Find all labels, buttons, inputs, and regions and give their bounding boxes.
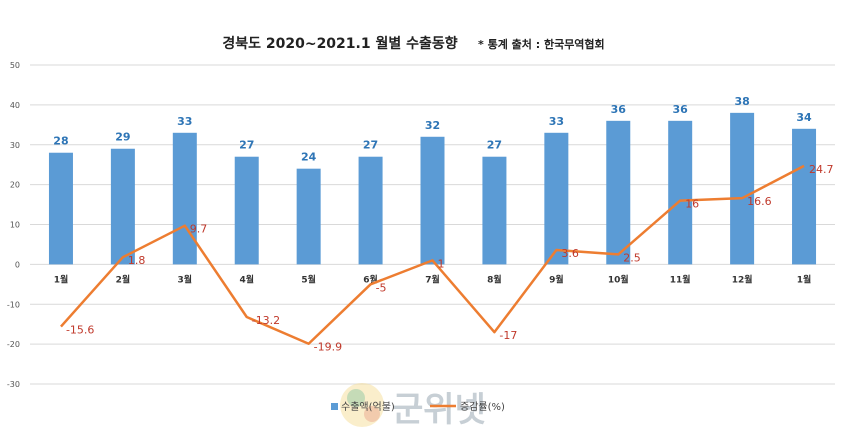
bar-value-label: 33: [177, 115, 192, 128]
x-tick-label: 11월: [670, 273, 691, 285]
bar: [544, 132, 569, 265]
line-value-label: 9.7: [190, 223, 208, 236]
bar: [606, 120, 631, 265]
line-labels: -15.6 1.8 9.7 -13.2 -19.9 -5 1 -17 3.6 2.5 16 16.6 2…: [66, 163, 834, 354]
y-tick-label: 30: [10, 141, 20, 150]
y-tick-label: -10: [7, 300, 20, 309]
bar-series: [48, 112, 817, 265]
bar-labels: 28 29 33 27 24 27 32 27 33 36 36 38 34: [53, 95, 812, 164]
line-value-label: 1.8: [128, 254, 146, 267]
bar-value-label: 38: [734, 95, 749, 108]
watermark-text: 군위넷: [392, 390, 486, 430]
line-value-label: 24.7: [809, 163, 834, 176]
bar-value-label: 27: [239, 139, 254, 152]
line-value-label: -17: [499, 329, 517, 342]
bar-value-label: 33: [549, 115, 564, 128]
watermark-logo: 군위넷: [340, 383, 486, 430]
bar: [48, 152, 73, 265]
x-tick-label: 4월: [239, 273, 254, 285]
line-value-label: -15.6: [66, 324, 94, 337]
y-tick-label: 0: [15, 260, 20, 269]
chart-source: * 통계 출처 : 한국무역협회: [478, 37, 605, 51]
y-tick-label: -20: [7, 340, 20, 349]
y-tick-label: 40: [10, 101, 20, 110]
bar-value-label: 28: [53, 135, 68, 148]
y-axis-ticks: 50 40 30 20 10 0 -10 -20 -30: [7, 61, 20, 389]
bar-value-label: 29: [115, 131, 130, 144]
bar: [234, 156, 259, 265]
bar: [730, 112, 755, 265]
bar-value-label: 34: [796, 111, 812, 124]
x-tick-label: 8월: [487, 273, 502, 285]
watermark-dot-icon: [364, 406, 380, 422]
x-tick-label: 9월: [549, 273, 564, 285]
x-tick-label: 2월: [116, 273, 131, 285]
line-series: [60, 164, 805, 345]
x-tick-label: 5월: [301, 273, 316, 285]
y-tick-label: 10: [10, 221, 20, 230]
x-tick-label: 7월: [425, 273, 440, 285]
bar-value-label: 36: [673, 103, 689, 116]
bar-value-label: 24: [301, 151, 317, 164]
y-tick-label: 50: [10, 61, 20, 70]
line-value-label: 16: [685, 198, 699, 211]
legend-bar-label: 수출액(억불): [341, 401, 395, 413]
bar: [420, 136, 445, 265]
line-value-label: 1: [438, 257, 445, 270]
legend-line-label: 증감률(%): [460, 401, 505, 413]
bar: [358, 156, 383, 265]
x-tick-label: 1월: [54, 273, 69, 285]
bar: [296, 168, 321, 265]
bar: [482, 156, 507, 265]
y-tick-label: 20: [10, 181, 20, 190]
line-value-label: -13.2: [252, 314, 280, 327]
bar: [172, 132, 197, 265]
legend-bar-swatch: [331, 403, 338, 410]
growth-rate-line: [60, 164, 805, 345]
x-axis-ticks: 1월 2월 3월 4월 5월 6월 7월 8월 9월 10월 11월 12월 1월: [54, 273, 812, 285]
line-value-label: 16.6: [747, 195, 772, 208]
x-tick-label: 10월: [608, 273, 629, 285]
x-tick-label: 12월: [732, 273, 753, 285]
bar: [668, 120, 693, 265]
bar-value-label: 36: [611, 103, 627, 116]
bar: [792, 128, 817, 265]
legend: 수출액(억불) 증감률(%): [331, 401, 505, 413]
line-value-label: 3.6: [561, 247, 579, 260]
line-value-label: -5: [376, 281, 387, 294]
bar-value-label: 27: [487, 139, 502, 152]
line-value-label: -19.9: [314, 341, 342, 354]
x-tick-label: 3월: [178, 273, 193, 285]
bar-value-label: 27: [363, 139, 378, 152]
line-value-label: 2.5: [623, 251, 641, 264]
chart-title: 경북도 2020~2021.1 월별 수출동향: [222, 35, 457, 52]
y-tick-label: -30: [7, 380, 20, 389]
x-tick-label: 1월: [797, 273, 812, 285]
bar-value-label: 32: [425, 119, 440, 132]
watermark-dot-icon: [347, 389, 365, 407]
bar: [110, 148, 135, 265]
